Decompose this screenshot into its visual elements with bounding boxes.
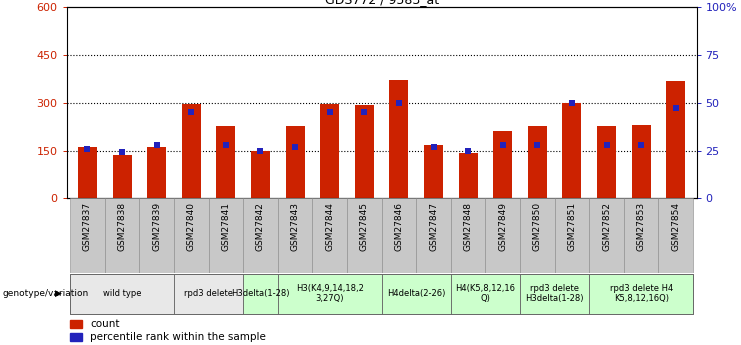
Bar (528, 126, 547, 198)
Bar (451, 274, 520, 314)
Bar (313, 198, 347, 273)
Bar (104, 198, 139, 273)
Bar (485, 198, 520, 273)
Bar (216, 126, 236, 198)
Text: GSM27840: GSM27840 (187, 202, 196, 251)
Bar (459, 153, 478, 198)
Text: GSM27842: GSM27842 (256, 202, 265, 251)
Text: GSM27841: GSM27841 (222, 202, 230, 251)
Bar (562, 103, 582, 198)
Bar (70, 198, 104, 273)
Bar (251, 150, 270, 198)
Bar (278, 274, 382, 314)
Bar (208, 198, 243, 273)
Text: H3delta(1-28): H3delta(1-28) (231, 289, 290, 298)
Text: H4(K5,8,12,16
Q): H4(K5,8,12,16 Q) (456, 284, 516, 303)
Bar (659, 198, 693, 273)
Text: GSM27845: GSM27845 (360, 202, 369, 251)
Bar (243, 198, 278, 273)
Text: count: count (90, 319, 120, 329)
Bar (494, 131, 512, 198)
Bar (243, 274, 278, 314)
Bar (147, 147, 166, 198)
Bar (416, 198, 451, 273)
Text: GSM27838: GSM27838 (118, 202, 127, 251)
Text: GSM27846: GSM27846 (394, 202, 403, 251)
Text: GSM27852: GSM27852 (602, 202, 611, 251)
Text: GSM27837: GSM27837 (83, 202, 92, 251)
Bar (70, 320, 82, 328)
Bar (70, 274, 174, 314)
Text: GSM27853: GSM27853 (637, 202, 645, 251)
Text: GSM27847: GSM27847 (429, 202, 438, 251)
Text: percentile rank within the sample: percentile rank within the sample (90, 332, 266, 342)
Text: GSM27849: GSM27849 (498, 202, 508, 251)
Text: ▶: ▶ (55, 289, 62, 298)
Bar (182, 104, 201, 198)
Text: GSM27851: GSM27851 (568, 202, 576, 251)
Bar (285, 126, 305, 198)
Bar (382, 274, 451, 314)
Bar (624, 198, 659, 273)
Bar (320, 104, 339, 198)
Bar (597, 126, 616, 198)
Bar (520, 274, 589, 314)
Text: GSM27844: GSM27844 (325, 202, 334, 251)
Bar (174, 198, 208, 273)
Bar (390, 80, 408, 198)
Text: GSM27839: GSM27839 (152, 202, 162, 251)
Bar (424, 145, 443, 198)
Bar (631, 125, 651, 198)
Text: H4delta(2-26): H4delta(2-26) (387, 289, 445, 298)
Text: wild type: wild type (103, 289, 142, 298)
Bar (278, 198, 313, 273)
Bar (70, 333, 82, 342)
Text: genotype/variation: genotype/variation (2, 289, 88, 298)
Title: GDS772 / 9583_at: GDS772 / 9583_at (325, 0, 439, 6)
Bar (113, 155, 132, 198)
Text: rpd3 delete
H3delta(1-28): rpd3 delete H3delta(1-28) (525, 284, 584, 303)
Bar (347, 198, 382, 273)
Text: rpd3 delete: rpd3 delete (184, 289, 233, 298)
Bar (520, 198, 555, 273)
Bar (382, 198, 416, 273)
Bar (589, 274, 693, 314)
Bar (78, 147, 97, 198)
Bar (666, 81, 685, 198)
Bar (589, 198, 624, 273)
Text: H3(K4,9,14,18,2
3,27Q): H3(K4,9,14,18,2 3,27Q) (296, 284, 364, 303)
Bar (451, 198, 485, 273)
Bar (555, 198, 589, 273)
Text: GSM27843: GSM27843 (290, 202, 299, 251)
Bar (355, 105, 373, 198)
Bar (139, 198, 174, 273)
Text: GSM27848: GSM27848 (464, 202, 473, 251)
Bar (174, 274, 243, 314)
Text: GSM27854: GSM27854 (671, 202, 680, 251)
Text: GSM27850: GSM27850 (533, 202, 542, 251)
Text: rpd3 delete H4
K5,8,12,16Q): rpd3 delete H4 K5,8,12,16Q) (610, 284, 673, 303)
